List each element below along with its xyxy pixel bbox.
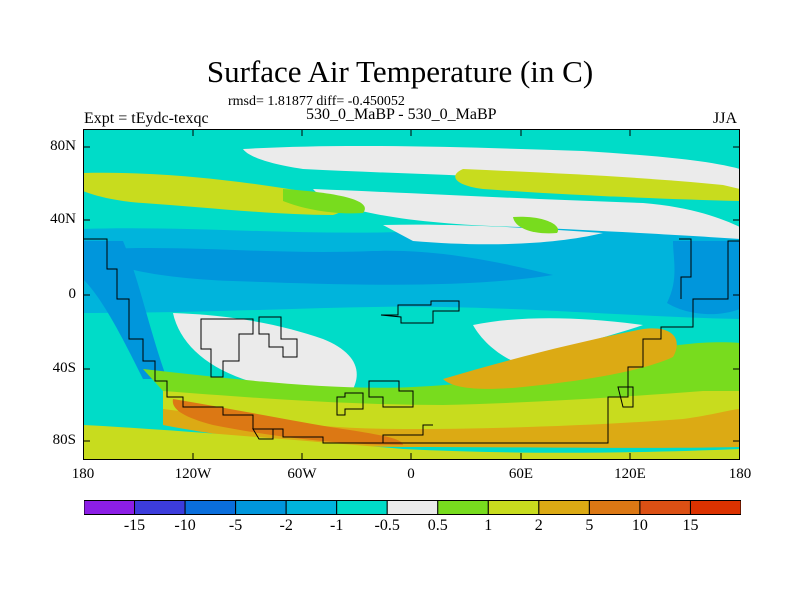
- colorbar-swatch: [235, 500, 287, 515]
- coastline-east-tip: [617, 386, 634, 408]
- band-antarctic-coast: [83, 425, 740, 460]
- coastline-island-5: [368, 380, 414, 408]
- colorbar-label: 5: [585, 517, 594, 534]
- lat-label-80n: 80N: [50, 138, 76, 154]
- colorbar-swatch: [588, 500, 641, 515]
- chart-subtitle: rmsd= 1.81877 diff= -0.450052: [228, 94, 405, 109]
- band-subantarctic-green: [143, 342, 740, 406]
- coastline-east-strip: [679, 238, 692, 299]
- band-south-neutral-east: [473, 318, 643, 365]
- lon-label-120e: 120E: [614, 466, 646, 482]
- lat-label-40s: 40S: [52, 360, 76, 376]
- colorbar-label: -15: [123, 517, 146, 534]
- band-north-mild: [283, 189, 365, 214]
- band-east-cold: [667, 241, 740, 315]
- colorbar-label: 1: [484, 517, 493, 534]
- colorbar-swatch: [689, 500, 741, 515]
- colorbar-label: 0.5: [427, 517, 448, 534]
- colorbar: [84, 500, 741, 515]
- colorbar-label: -5: [228, 517, 243, 534]
- colorbar-swatch: [336, 500, 388, 515]
- coastline-island-4: [336, 392, 364, 416]
- band-northern-neutral: [313, 189, 740, 239]
- coastline-america: [83, 238, 433, 444]
- colorbar-swatch: [386, 500, 439, 515]
- lon-label-0: 0: [407, 466, 415, 482]
- lon-label-120w: 120W: [174, 466, 212, 482]
- colorbar-label: -0.5: [374, 517, 400, 534]
- lat-tick-marks: [83, 146, 740, 442]
- colorbar-swatch: [84, 500, 136, 515]
- colorbar-swatch: [184, 500, 237, 515]
- experiment-label: Expt = tEydc-texqc: [84, 110, 209, 127]
- band-west-margin-cold: [83, 241, 167, 379]
- lon-tick-marks: [192, 129, 631, 460]
- chart-title: Surface Air Temperature (in C): [206, 54, 594, 89]
- colorbar-swatch: [487, 500, 540, 515]
- colorbar-label: -2: [279, 517, 293, 534]
- lat-label-80s: 80S: [52, 432, 76, 448]
- band-midlat-green: [513, 216, 559, 234]
- colorbar-label: -1: [330, 517, 344, 534]
- band-north-warm: [83, 172, 344, 215]
- colorbar-label: -10: [174, 517, 196, 534]
- colorbar-label: 10: [631, 517, 648, 534]
- comparison-label: 530_0_MaBP - 530_0_MaBP: [306, 106, 497, 123]
- lat-label-40n: 40N: [50, 211, 76, 227]
- coastline-south-block: [383, 240, 740, 444]
- lon-label-60e: 60E: [508, 466, 534, 482]
- coastline-island-1: [200, 318, 254, 378]
- colorbar-swatch: [285, 500, 338, 515]
- coastline-south-peninsula: [252, 428, 274, 440]
- colorbar-swatch: [639, 500, 691, 515]
- colorbar-swatch: [437, 500, 489, 515]
- season-label: JJA: [713, 110, 738, 127]
- colorbar-label: 2: [534, 517, 543, 534]
- coastline-island-3: [380, 300, 460, 324]
- band-antarctic-hot: [172, 399, 403, 445]
- lon-label-60w: 60W: [287, 466, 317, 482]
- colorbar-swatch: [538, 500, 590, 515]
- colorbar-label: 15: [682, 517, 699, 534]
- coastline-island-2: [258, 316, 298, 358]
- lon-label-180w: 180: [71, 466, 95, 482]
- temperature-map: [83, 129, 740, 460]
- colorbar-swatch: [134, 500, 186, 515]
- lat-label-equator: 0: [68, 286, 77, 302]
- band-south-neutral-west: [173, 313, 357, 394]
- lon-label-180e: 180: [728, 466, 752, 482]
- band-south-wedge: [443, 328, 677, 389]
- band-subantarctic-yellow: [163, 391, 740, 431]
- band-pacific-core-cold: [103, 248, 553, 285]
- band-northeast-warm: [455, 169, 740, 201]
